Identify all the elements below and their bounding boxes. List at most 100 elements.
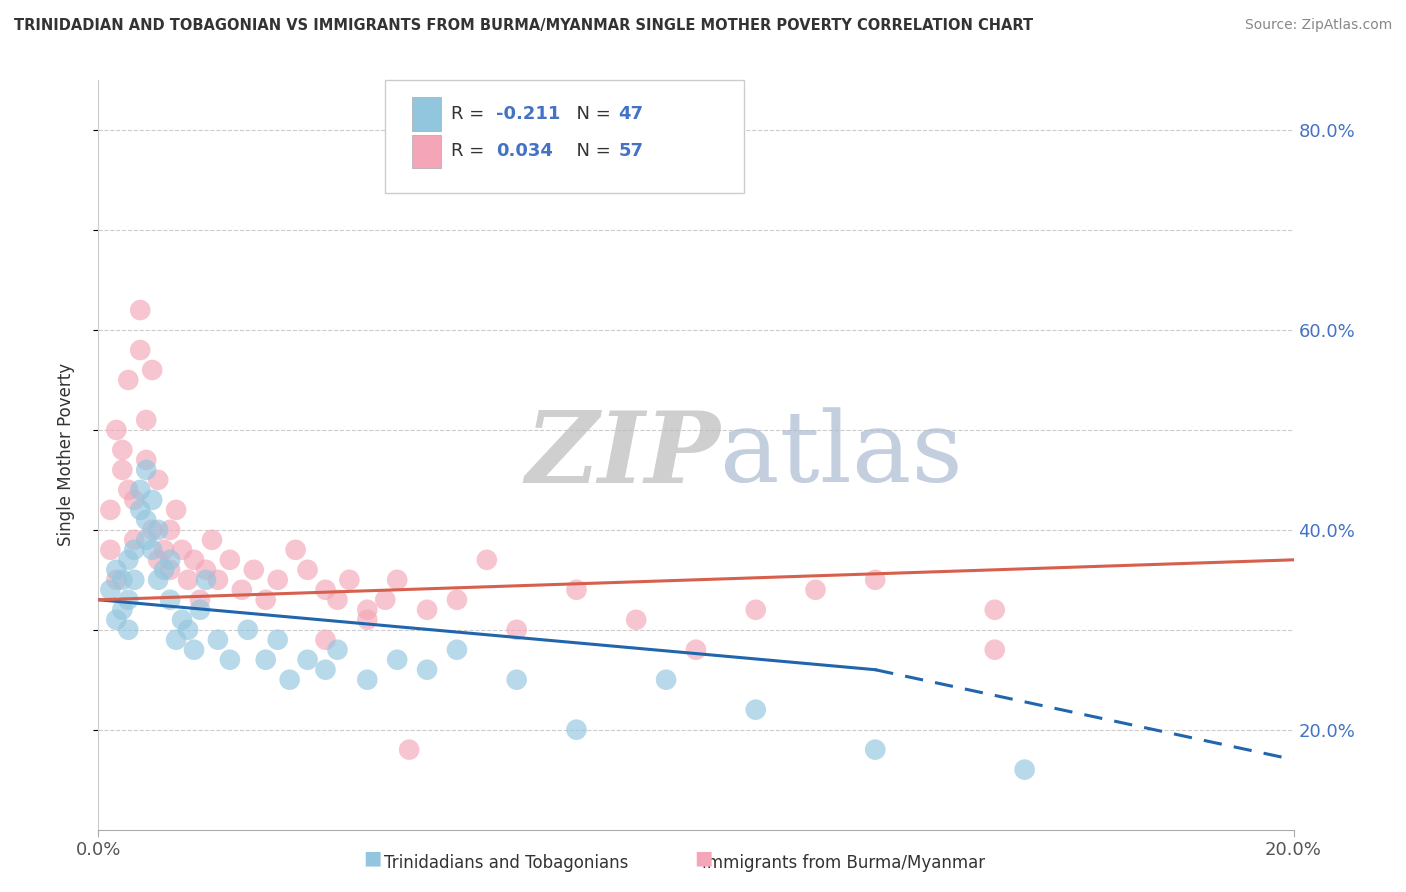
Point xyxy=(98,582,122,597)
Point xyxy=(183,642,205,657)
Point xyxy=(159,592,181,607)
Point xyxy=(148,573,170,587)
Bar xyxy=(412,97,441,131)
Text: Immigrants from Burma/Myanmar: Immigrants from Burma/Myanmar xyxy=(702,855,986,872)
Point xyxy=(231,582,253,597)
Point xyxy=(148,473,170,487)
Point xyxy=(129,503,152,517)
Text: N =: N = xyxy=(565,105,616,123)
Point xyxy=(356,603,378,617)
Text: ■: ■ xyxy=(693,849,713,868)
Point xyxy=(105,563,128,577)
Point xyxy=(446,592,468,607)
Text: TRINIDADIAN AND TOBAGONIAN VS IMMIGRANTS FROM BURMA/MYANMAR SINGLE MOTHER POVERT: TRINIDADIAN AND TOBAGONIAN VS IMMIGRANTS… xyxy=(14,18,1033,33)
Point xyxy=(326,642,349,657)
Point xyxy=(745,703,768,717)
Point xyxy=(201,533,224,547)
Y-axis label: Single Mother Poverty: Single Mother Poverty xyxy=(56,363,75,547)
Point xyxy=(385,573,409,587)
Point xyxy=(159,563,181,577)
Point xyxy=(356,613,378,627)
Point xyxy=(135,533,157,547)
Point xyxy=(626,613,648,627)
Point xyxy=(177,573,200,587)
Text: R =: R = xyxy=(451,105,489,123)
Text: -0.211: -0.211 xyxy=(496,105,561,123)
Text: 57: 57 xyxy=(619,143,644,161)
Point xyxy=(315,582,337,597)
Point xyxy=(207,632,229,647)
Point xyxy=(148,553,170,567)
Point xyxy=(124,573,146,587)
Point xyxy=(475,553,498,567)
Point xyxy=(117,623,139,637)
Point xyxy=(565,723,588,737)
Point xyxy=(446,642,468,657)
Point xyxy=(159,523,181,537)
Point xyxy=(129,483,152,497)
Text: N =: N = xyxy=(565,143,616,161)
Text: ■: ■ xyxy=(363,849,382,868)
Point xyxy=(984,642,1007,657)
Text: ZIP: ZIP xyxy=(524,407,720,503)
Point xyxy=(804,582,827,597)
Text: R =: R = xyxy=(451,143,489,161)
Point xyxy=(135,453,157,467)
Point xyxy=(172,613,194,627)
Point xyxy=(565,582,588,597)
Point xyxy=(506,623,529,637)
Point xyxy=(117,553,139,567)
Point xyxy=(315,632,337,647)
Point xyxy=(98,542,122,557)
Text: atlas: atlas xyxy=(720,407,963,503)
Point xyxy=(385,653,409,667)
Point xyxy=(165,632,187,647)
Point xyxy=(153,542,176,557)
Point xyxy=(111,463,134,477)
Point xyxy=(506,673,529,687)
Point xyxy=(124,542,146,557)
Point xyxy=(135,463,157,477)
Point xyxy=(685,642,707,657)
Point xyxy=(153,563,176,577)
Point xyxy=(111,573,134,587)
Point xyxy=(165,503,187,517)
Point xyxy=(129,303,152,318)
Point xyxy=(111,603,134,617)
Point xyxy=(183,553,205,567)
Text: 0.034: 0.034 xyxy=(496,143,554,161)
Point xyxy=(159,553,181,567)
Point xyxy=(195,573,218,587)
Point xyxy=(278,673,301,687)
Point xyxy=(188,592,211,607)
Point xyxy=(267,573,290,587)
Text: Trinidadians and Tobagonians: Trinidadians and Tobagonians xyxy=(384,855,628,872)
Point xyxy=(172,542,194,557)
Point xyxy=(117,592,139,607)
Point xyxy=(105,573,128,587)
Point xyxy=(124,492,146,507)
Point xyxy=(135,513,157,527)
Point xyxy=(326,592,349,607)
Point xyxy=(117,373,139,387)
Point xyxy=(416,663,439,677)
Point xyxy=(105,423,128,437)
Point xyxy=(356,673,378,687)
Point xyxy=(124,533,146,547)
Point xyxy=(745,603,768,617)
Bar xyxy=(412,135,441,169)
Point xyxy=(207,573,229,587)
Point xyxy=(254,592,277,607)
Point xyxy=(236,623,259,637)
Point xyxy=(398,742,420,756)
Point xyxy=(984,603,1007,617)
Point xyxy=(141,492,163,507)
Point xyxy=(117,483,139,497)
Point xyxy=(111,442,134,457)
Text: Source: ZipAtlas.com: Source: ZipAtlas.com xyxy=(1244,18,1392,32)
Text: 47: 47 xyxy=(619,105,644,123)
Point xyxy=(297,563,319,577)
Point xyxy=(105,613,128,627)
Point xyxy=(129,343,152,357)
Point xyxy=(141,523,163,537)
